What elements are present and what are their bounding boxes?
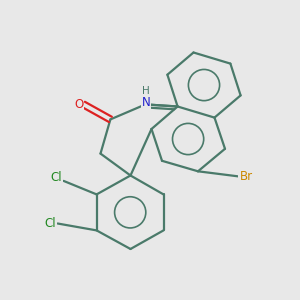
Text: Br: Br (239, 170, 253, 183)
Text: Cl: Cl (50, 171, 62, 184)
Text: Cl: Cl (44, 217, 56, 230)
Text: H: H (142, 86, 149, 96)
Text: N: N (142, 95, 151, 109)
Text: O: O (74, 98, 83, 111)
